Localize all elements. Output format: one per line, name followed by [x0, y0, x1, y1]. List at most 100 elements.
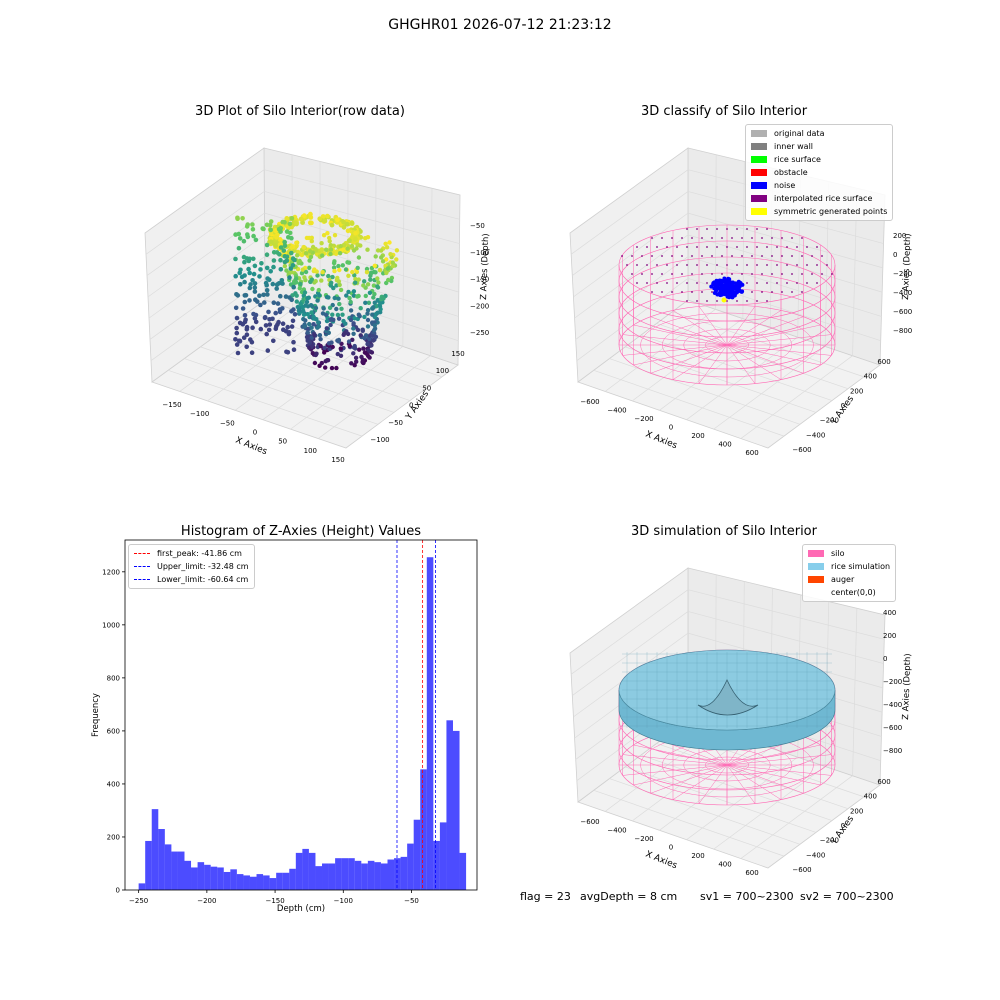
grid-line [402, 181, 405, 347]
raw-point [244, 344, 249, 350]
silo-spoke [726, 744, 821, 766]
silo-spoke [726, 344, 821, 366]
raw-point [305, 296, 310, 301]
grid-line [248, 311, 443, 378]
silo-base-ring [705, 756, 749, 774]
raw-point [320, 214, 326, 219]
raw-point [323, 365, 328, 370]
interpolated-point [621, 255, 623, 257]
raw-point [340, 263, 345, 268]
tick-label: −50 [388, 419, 403, 427]
histogram-bar [138, 883, 146, 890]
tick-label: 200 [691, 852, 704, 860]
grid-line [687, 611, 884, 664]
raw-point [324, 318, 330, 324]
interpolated-point [731, 255, 733, 257]
raw-point [310, 286, 315, 292]
raw-point [252, 316, 258, 321]
grid-line [184, 358, 379, 425]
grid-line [640, 754, 833, 821]
raw-point [325, 213, 330, 219]
tick-label: 600 [745, 449, 758, 457]
interpolated-point [671, 291, 673, 293]
raw-point [286, 330, 292, 335]
histogram-x-axis-label: Depth (cm) [277, 904, 325, 914]
histogram-bar [348, 858, 355, 890]
raw-point [351, 331, 356, 336]
interpolated-point [726, 228, 728, 230]
raw-point [242, 273, 247, 278]
raw-point [378, 248, 384, 253]
interpolated-point [641, 273, 643, 275]
raw-point [238, 282, 243, 287]
raw-point [289, 309, 294, 314]
legend-swatch [751, 169, 767, 176]
interpolated-point [631, 255, 633, 257]
histogram-bar [177, 851, 185, 890]
raw-point [349, 221, 355, 227]
interpolated-point [646, 282, 648, 284]
silo-spoke [622, 754, 728, 766]
raw-point [351, 293, 357, 298]
raw-point [301, 244, 307, 250]
raw-point [291, 347, 297, 353]
interpolated-point [691, 291, 693, 293]
raw-point [301, 312, 307, 317]
status-sv2: sv2 = 700~2300 [800, 890, 894, 903]
raw-point [282, 243, 288, 248]
legend-swatch [751, 195, 767, 202]
histogram-y-axis-label: Frequency [91, 693, 101, 737]
interpolated-point [686, 282, 688, 284]
silo-spoke [726, 764, 782, 800]
grid-line [179, 309, 293, 392]
raw-point [278, 257, 283, 263]
raw-point [351, 289, 357, 294]
histogram-bar [263, 875, 270, 890]
silo-spoke [726, 344, 756, 384]
raw-point [363, 300, 368, 305]
histogram-bar [151, 809, 159, 890]
raw-point [302, 290, 308, 295]
tick-label: 0 [893, 251, 897, 259]
tick-label: −600 [792, 866, 811, 874]
tick-label: −100 [370, 436, 389, 444]
raw-point [314, 351, 319, 356]
raw-point [289, 324, 295, 329]
silo-spoke [726, 764, 821, 786]
raw-point [277, 252, 282, 257]
histogram-bar [394, 858, 401, 890]
interpolated-point [781, 255, 783, 257]
interpolated-point [661, 273, 663, 275]
grid-line [570, 589, 689, 675]
histogram-bar [452, 730, 460, 890]
tick-label: −600 [883, 724, 902, 732]
tick-label: −200 [893, 270, 912, 278]
noise-point [726, 291, 731, 296]
interpolated-point [636, 282, 638, 284]
raw-point [261, 292, 266, 298]
tick-label: 600 [877, 778, 890, 786]
interpolated-point [661, 291, 663, 293]
raw-point [305, 330, 310, 335]
raw-point [323, 247, 329, 252]
classify-legend: original data inner wall rice surface obsta… [745, 124, 894, 221]
interpolated-point [801, 273, 803, 275]
x-tick-label: −250 [129, 897, 148, 905]
raw-point [326, 295, 331, 300]
raw-point [294, 240, 299, 245]
legend-label: obstacle [774, 168, 808, 177]
grid-line [150, 278, 266, 361]
histogram-bar [387, 859, 395, 890]
tick-label: 0 [883, 655, 887, 663]
histogram-bar [204, 864, 211, 890]
histogram-bar [236, 874, 244, 890]
raw-point [365, 311, 370, 316]
legend-label: first_peak: -41.86 cm [157, 549, 242, 558]
grid-line [687, 256, 882, 317]
interpolated-point [736, 300, 738, 302]
grid-line [290, 346, 404, 430]
raw-point [284, 268, 289, 273]
histogram-legend-item: Lower_limit: -60.64 cm [134, 573, 249, 586]
raw-z-axis-label: Z Axies (Depth) [479, 233, 491, 300]
